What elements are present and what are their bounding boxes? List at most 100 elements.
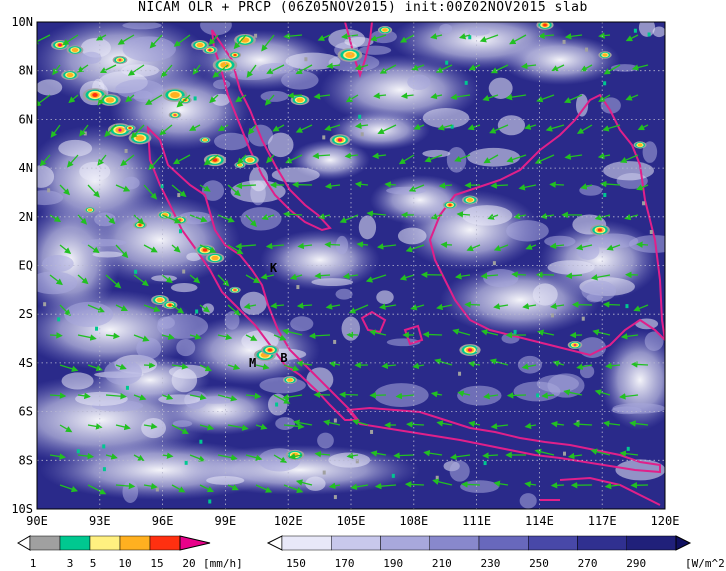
olr-unit: [W/m^2] (685, 557, 726, 570)
wind-arrow (50, 124, 61, 138)
wind-arrow (563, 94, 583, 104)
precip-cell (168, 111, 182, 119)
cloud-wisp (61, 372, 94, 390)
wind-arrow (49, 332, 63, 339)
wind-arrow (245, 214, 257, 227)
wind-arrow (99, 64, 117, 73)
wind-arrow (171, 244, 181, 253)
cloud-wisp (638, 22, 656, 37)
wind-arrow (264, 94, 275, 106)
longitude-labels: 90E 93E 96E 99E 102E 105E 108E 111E 114E 117E 120E (26, 514, 679, 528)
olr-under-arrow (266, 535, 283, 551)
wind-arrow (430, 33, 443, 40)
precip-tick: 20 (182, 557, 195, 570)
wind-arrow (105, 274, 122, 289)
precip-cell (99, 94, 121, 106)
wind-arrow (115, 304, 128, 311)
cloud-wisp (75, 391, 128, 406)
cloud-wisp (122, 22, 162, 30)
wind-arrow (270, 302, 285, 309)
wind-arrow (199, 244, 217, 253)
wind-arrow (346, 452, 359, 459)
wind-arrow (133, 214, 145, 225)
wind-arrow (480, 272, 499, 280)
cloud-wisp (588, 233, 639, 249)
precip-speck (483, 461, 487, 466)
marker-m: M (249, 356, 256, 370)
precip-color-bin (29, 535, 61, 551)
wind-arrow (127, 64, 145, 76)
cloud-wisp (37, 190, 64, 206)
cloud-wisp (172, 420, 193, 428)
wind-arrow (524, 422, 537, 430)
wind-arrow (339, 214, 359, 224)
wind-arrow (493, 480, 509, 487)
lon-label: 111E (462, 514, 491, 528)
wind-arrow (602, 124, 621, 132)
precip-color-bin (119, 535, 151, 551)
wind-arrow (602, 420, 621, 427)
wind-arrow (246, 64, 257, 78)
wind-arrow (483, 154, 499, 164)
wind-arrow (105, 332, 120, 340)
olr-tick: 290 (626, 557, 646, 570)
precip-cell (128, 131, 152, 145)
cloud-wisp (206, 476, 245, 485)
wind-arrow (489, 124, 509, 134)
wind-vectors (37, 32, 649, 495)
wind-arrow (161, 214, 182, 224)
cloud-wisp (213, 79, 231, 90)
cloud-wisp (439, 23, 453, 34)
wind-arrow (482, 452, 499, 459)
wind-arrow (97, 154, 107, 166)
wind-arrow (59, 364, 79, 372)
belitung-coast (403, 324, 424, 346)
wind-arrow (159, 124, 173, 136)
lon-label: 114E (525, 514, 554, 528)
cloud-wisp (328, 29, 366, 50)
malay-peninsula-coast (211, 29, 332, 232)
precip-speck (275, 402, 279, 407)
cloud-wisp (115, 79, 164, 99)
wind-arrow (233, 34, 247, 50)
olr-tick: 230 (480, 557, 500, 570)
wind-arrow (438, 182, 453, 189)
wind-arrow (489, 358, 509, 366)
precip-cell (124, 124, 136, 132)
wind-arrow (452, 328, 471, 336)
wind-arrow (133, 274, 149, 287)
lon-label: 105E (337, 514, 366, 528)
precip-speck (134, 269, 138, 274)
wind-arrow (199, 484, 214, 493)
precip-speck (468, 35, 472, 40)
wind-arrow (412, 362, 425, 370)
lat-label: 2S (19, 307, 33, 321)
wind-arrow (625, 34, 639, 42)
wind-arrow (49, 214, 62, 223)
wind-arrow (293, 419, 313, 426)
wind-arrow (161, 452, 174, 459)
wind-arrow (637, 124, 649, 131)
cloud-wisp (513, 381, 561, 402)
precip-speck (464, 80, 468, 85)
wind-arrow (37, 34, 51, 45)
wind-arrow (344, 152, 359, 159)
wind-arrow (115, 482, 136, 490)
wind-arrow (400, 92, 415, 99)
wind-arrow (143, 304, 161, 313)
precip-cell (229, 286, 241, 294)
wind-arrow (105, 392, 127, 400)
precip-speck (633, 28, 637, 33)
wind-arrow (454, 273, 471, 280)
precip-cell (51, 40, 69, 50)
cloud-wisp (642, 141, 658, 163)
lat-label: 10S (11, 502, 33, 516)
wind-arrow (370, 450, 387, 457)
precip-speck (160, 184, 164, 189)
wind-arrow (317, 34, 331, 41)
wind-arrow (430, 213, 443, 220)
wind-arrow (373, 92, 387, 99)
wind-arrow (255, 484, 273, 493)
cloud-wisp (81, 51, 102, 64)
cloud-wisp (422, 108, 470, 129)
